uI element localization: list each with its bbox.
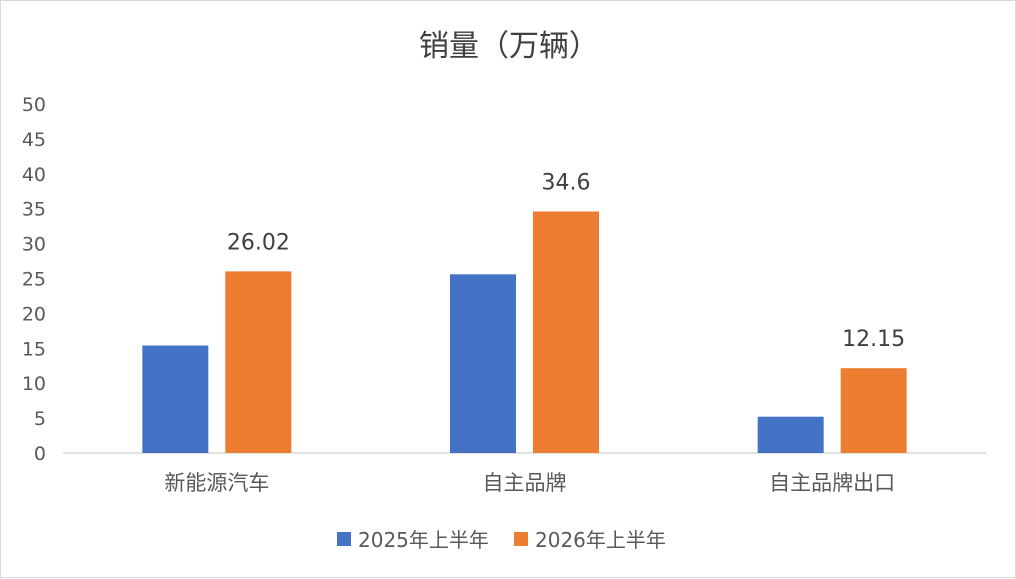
y-axis: 0 5 10 15 20 25 30 35 40 45 50 [22,94,46,465]
x-category-label: 自主品牌出口 [769,471,895,495]
bar-series2 [225,271,292,453]
y-tick-label: 35 [22,199,46,221]
legend: 2025年上半年 2026年上半年 [337,528,666,552]
y-tick-label: 0 [34,443,46,465]
bar-series2 [533,211,599,453]
bar-series2 [840,368,907,453]
y-tick-label: 45 [22,129,46,151]
legend-swatch [337,532,351,546]
y-tick-label: 10 [22,373,46,395]
data-labels-group: 26.02 34.6 12.15 [227,170,905,352]
x-category-label: 自主品牌 [483,471,567,495]
bars-group [142,211,907,453]
y-tick-label: 40 [22,164,46,186]
legend-label: 2026年上半年 [535,528,666,552]
data-label: 12.15 [842,327,905,352]
bar-series1 [450,274,516,453]
bar-series1 [142,345,209,453]
data-label: 34.6 [542,170,591,195]
y-tick-label: 50 [22,94,46,116]
y-tick-label: 15 [22,338,46,360]
x-axis-labels: 新能源汽车 自主品牌 自主品牌出口 [164,471,895,495]
chart-title: 销量（万辆） [419,29,599,64]
legend-label: 2025年上半年 [358,528,489,552]
legend-swatch [514,532,528,546]
data-label: 26.02 [227,230,290,255]
y-tick-label: 30 [22,234,46,256]
x-category-label: 新能源汽车 [164,471,269,495]
bar-series1 [757,416,824,453]
y-tick-label: 25 [22,269,46,291]
y-tick-label: 5 [34,408,46,430]
y-tick-label: 20 [22,303,46,325]
